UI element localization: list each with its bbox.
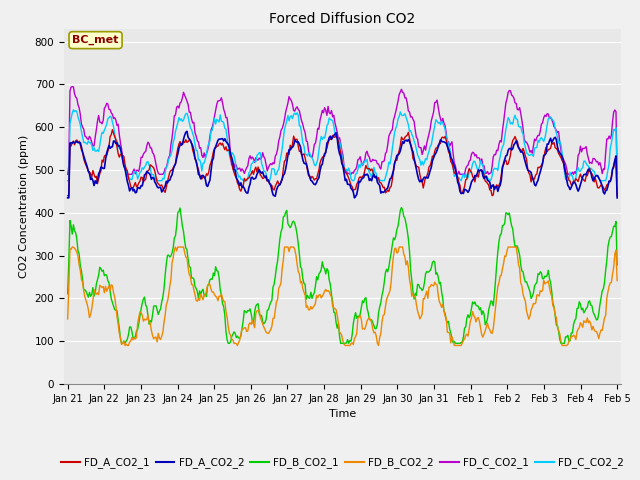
X-axis label: Time: Time xyxy=(329,409,356,419)
Title: Forced Diffusion CO2: Forced Diffusion CO2 xyxy=(269,12,415,26)
Text: BC_met: BC_met xyxy=(72,35,119,45)
Bar xyxy=(64,198,621,206)
Legend: FD_A_CO2_1, FD_A_CO2_2, FD_B_CO2_1, FD_B_CO2_2, FD_C_CO2_1, FD_C_CO2_2: FD_A_CO2_1, FD_A_CO2_2, FD_B_CO2_1, FD_B… xyxy=(57,453,628,472)
Y-axis label: CO2 Concentration (ppm): CO2 Concentration (ppm) xyxy=(19,135,29,278)
